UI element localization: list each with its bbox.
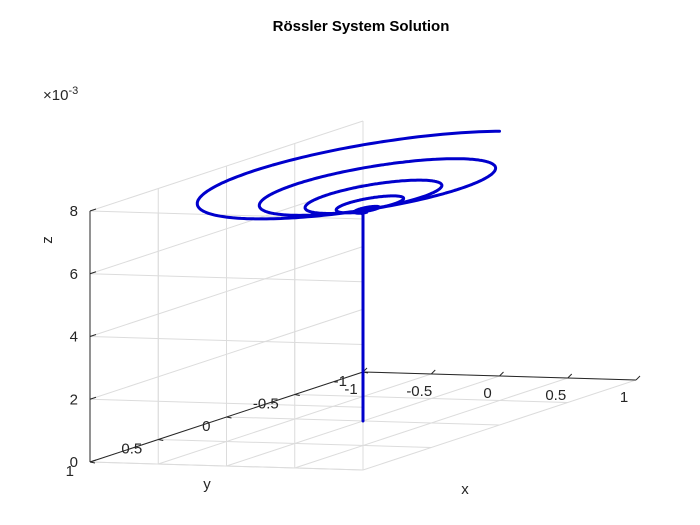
grid-line-y-floor — [294, 394, 568, 403]
grid-line-z-sidewall — [89, 308, 364, 400]
x-tick-mark — [430, 369, 436, 375]
z-tick-label: 2 — [70, 391, 78, 408]
y-tick-mark — [226, 416, 232, 419]
x-tick-mark — [499, 371, 504, 377]
x-tick-mark — [635, 375, 641, 381]
y-tick-label: 0.5 — [121, 441, 142, 458]
trajectory-line — [195, 129, 501, 423]
z-tick-mark — [89, 396, 97, 400]
z-tick-label: 4 — [70, 329, 78, 346]
z-tick-label: 8 — [70, 203, 78, 220]
grid-line-z-backwall — [89, 273, 364, 283]
x-tick-mark — [567, 373, 573, 379]
x-axis-label: x — [461, 481, 469, 498]
grid-line-z-sidewall — [89, 246, 364, 337]
grid-line-z-backwall — [89, 461, 364, 471]
z-axis-label: z — [39, 236, 56, 244]
y-tick-label: 0 — [202, 418, 210, 435]
y-tick-label: 1 — [66, 463, 74, 480]
grid-line-z-backwall — [89, 398, 364, 408]
grid-line-z-backwall — [89, 210, 364, 220]
z-tick-mark — [89, 334, 97, 337]
x-tick-label: -1 — [344, 381, 357, 398]
z-tick-label: 6 — [70, 266, 78, 283]
z-exponent-label: ×10-3 — [43, 85, 78, 104]
y-tick-label: -0.5 — [253, 396, 279, 413]
grid-line-z-backwall — [89, 336, 364, 345]
y-tick-label: -1 — [334, 373, 347, 390]
x-tick-label: 0 — [483, 385, 491, 402]
grid-line-y-floor — [158, 439, 432, 448]
z-exponent-base: ×10 — [43, 87, 68, 104]
z-exponent-power: -3 — [68, 85, 78, 97]
x-tick-label: -0.5 — [406, 383, 432, 400]
y-tick-mark — [158, 439, 164, 441]
grid-line-z-sidewall — [89, 120, 364, 212]
z-tick-mark — [89, 459, 97, 463]
chart-title: Rössler System Solution — [273, 18, 450, 35]
z-tick-mark — [89, 208, 97, 212]
x-tick-label: 1 — [620, 389, 628, 406]
z-tick-label: 0 — [70, 454, 78, 471]
y-tick-mark — [294, 394, 300, 396]
x-tick-label: 0.5 — [545, 387, 566, 404]
z-tick-mark — [89, 271, 97, 275]
y-axis-label: y — [203, 476, 211, 493]
